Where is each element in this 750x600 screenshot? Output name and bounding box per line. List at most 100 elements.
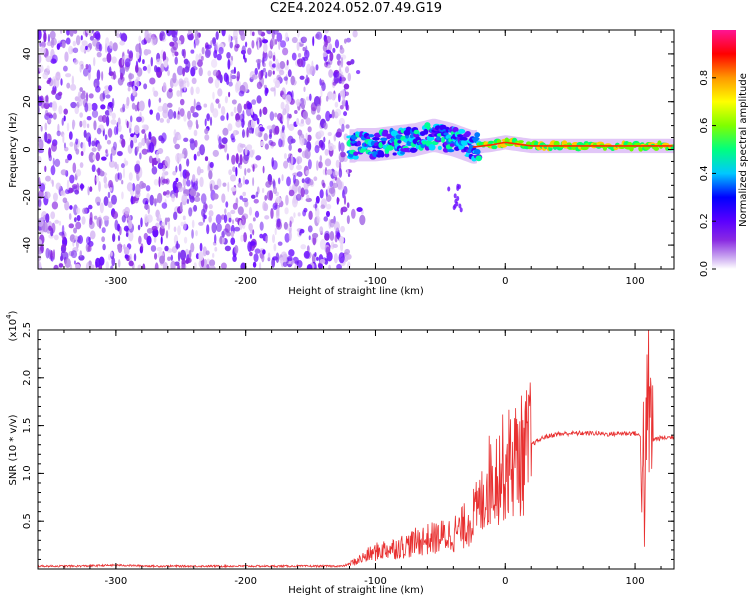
noise-speckle bbox=[309, 65, 316, 76]
noise-speckle bbox=[330, 219, 335, 224]
noise-speckle bbox=[269, 111, 275, 121]
noise-speckle bbox=[64, 51, 69, 62]
noise-speckle bbox=[112, 70, 116, 80]
noise-speckle bbox=[101, 227, 106, 234]
noise-speckle bbox=[302, 137, 305, 144]
noise-speckle bbox=[206, 263, 210, 269]
noise-speckle bbox=[152, 86, 155, 93]
noise-speckle bbox=[300, 244, 307, 250]
noise-speckle bbox=[153, 178, 159, 186]
x-tick-label: 100 bbox=[626, 576, 645, 587]
noise-speckle bbox=[277, 112, 283, 121]
noise-speckle bbox=[195, 86, 200, 95]
noise-speckle bbox=[306, 264, 313, 269]
noise-speckle bbox=[152, 198, 159, 204]
noise-speckle bbox=[133, 253, 137, 262]
noise-speckle bbox=[148, 131, 152, 140]
noise-speckle bbox=[58, 263, 64, 268]
noise-speckle bbox=[288, 189, 295, 197]
noise-speckle bbox=[239, 195, 244, 200]
signal-blob bbox=[400, 151, 405, 155]
noise-speckle bbox=[228, 91, 231, 98]
noise-speckle bbox=[129, 190, 135, 196]
noise-speckle bbox=[166, 102, 173, 108]
noise-speckle bbox=[76, 207, 81, 214]
noise-speckle bbox=[78, 254, 85, 261]
noise-speckle bbox=[251, 99, 257, 105]
noise-speckle bbox=[215, 223, 222, 232]
noise-speckle bbox=[258, 70, 264, 81]
noise-speckle bbox=[179, 201, 183, 213]
noise-speckle bbox=[219, 74, 223, 84]
noise-speckle bbox=[50, 165, 56, 176]
noise-speckle bbox=[346, 202, 350, 209]
noise-speckle bbox=[81, 40, 88, 46]
noise-speckle bbox=[79, 64, 82, 73]
noise-speckle bbox=[241, 45, 246, 55]
signal-blob bbox=[380, 137, 388, 142]
noise-speckle bbox=[111, 194, 117, 205]
noise-speckle bbox=[205, 250, 210, 256]
signal-blob bbox=[457, 134, 464, 138]
noise-speckle bbox=[108, 107, 113, 117]
noise-speckle bbox=[128, 72, 132, 82]
signal-blob bbox=[368, 134, 375, 138]
noise-speckle bbox=[263, 71, 266, 76]
noise-speckle bbox=[144, 213, 149, 224]
signal-blob bbox=[423, 128, 429, 135]
noise-speckle bbox=[120, 32, 127, 42]
noise-speckle bbox=[226, 112, 229, 121]
noise-speckle bbox=[72, 185, 77, 193]
noise-speckle bbox=[51, 201, 59, 210]
noise-speckle bbox=[232, 35, 238, 41]
signal-tail bbox=[457, 184, 461, 190]
noise-speckle bbox=[326, 169, 333, 175]
noise-speckle bbox=[43, 102, 50, 110]
signal-blob bbox=[474, 132, 481, 138]
noise-speckle bbox=[269, 190, 273, 201]
noise-speckle bbox=[91, 140, 96, 147]
signal-blob bbox=[449, 143, 455, 147]
noise-speckle bbox=[196, 151, 201, 157]
noise-speckle bbox=[104, 134, 108, 141]
noise-speckle bbox=[65, 73, 72, 78]
noise-speckle bbox=[272, 186, 277, 195]
noise-speckle bbox=[324, 158, 332, 167]
noise-speckle bbox=[215, 214, 222, 225]
noise-speckle bbox=[254, 210, 260, 218]
noise-speckle bbox=[176, 90, 181, 97]
noise-speckle bbox=[164, 156, 171, 167]
noise-speckle bbox=[111, 97, 115, 109]
noise-speckle bbox=[155, 66, 161, 73]
noise-speckle bbox=[208, 160, 211, 171]
noise-speckle bbox=[87, 186, 90, 196]
noise-speckle bbox=[305, 169, 310, 176]
y-tick-label: 1.5 bbox=[22, 418, 33, 434]
noise-speckle bbox=[165, 178, 170, 185]
noise-speckle bbox=[306, 245, 310, 253]
noise-speckle bbox=[173, 226, 177, 233]
noise-speckle bbox=[58, 105, 63, 115]
noise-speckle bbox=[167, 109, 174, 120]
noise-speckle bbox=[182, 221, 187, 231]
noise-speckle bbox=[339, 90, 346, 97]
noise-speckle bbox=[264, 215, 270, 220]
noise-speckle bbox=[319, 78, 322, 86]
noise-speckle bbox=[235, 119, 242, 128]
noise-speckle bbox=[61, 224, 65, 235]
noise-speckle bbox=[120, 163, 125, 169]
noise-speckle bbox=[92, 38, 99, 47]
spectrogram-y-ticks: -40 -20 0 20 40 bbox=[22, 29, 674, 270]
noise-speckle bbox=[212, 193, 219, 200]
noise-speckle bbox=[63, 115, 66, 122]
noise-speckle bbox=[308, 235, 311, 241]
noise-speckle bbox=[215, 98, 220, 104]
noise-speckle bbox=[171, 193, 175, 203]
noise-speckle bbox=[297, 53, 302, 58]
noise-speckle bbox=[132, 90, 137, 95]
noise-speckle bbox=[186, 158, 190, 167]
signal-blob bbox=[386, 144, 394, 151]
noise-speckle bbox=[165, 30, 173, 37]
noise-speckle bbox=[142, 59, 145, 65]
noise-speckle bbox=[332, 182, 339, 189]
